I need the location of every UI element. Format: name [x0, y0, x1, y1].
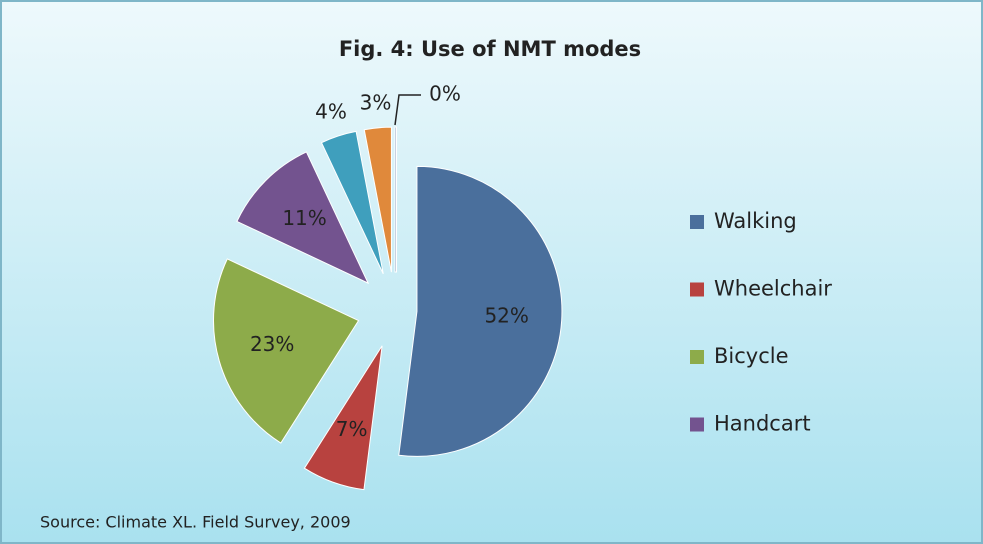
data-label: 23%: [250, 332, 294, 356]
pie-slice: [394, 126, 397, 273]
legend-label: Handcart: [714, 412, 811, 436]
leader-line: [394, 94, 421, 126]
data-label: 4%: [315, 100, 347, 124]
legend-swatch: [690, 215, 704, 229]
pie-slice: [236, 151, 370, 285]
pie-slice: [303, 345, 383, 491]
legend-swatch: [690, 282, 704, 297]
legend-label: Wheelchair: [714, 277, 832, 301]
legend-label: Walking: [714, 209, 797, 233]
pie-slice: [213, 258, 360, 444]
data-label: 11%: [282, 206, 326, 230]
legend-label: Bicycle: [714, 344, 789, 368]
pie-slice: [398, 165, 563, 457]
chart-title: Fig. 4: Use of NMT modes: [339, 37, 641, 61]
data-label: 7%: [336, 417, 368, 441]
source-note: Source: Climate XL. Field Survey, 2009: [40, 513, 351, 532]
data-label: 52%: [484, 304, 528, 328]
pie-slice: [363, 126, 392, 273]
pie-slice: [320, 130, 384, 275]
legend-swatch: [690, 350, 704, 364]
data-label: 0%: [429, 82, 461, 106]
data-label: 3%: [360, 90, 392, 114]
legend-swatch: [690, 417, 704, 432]
